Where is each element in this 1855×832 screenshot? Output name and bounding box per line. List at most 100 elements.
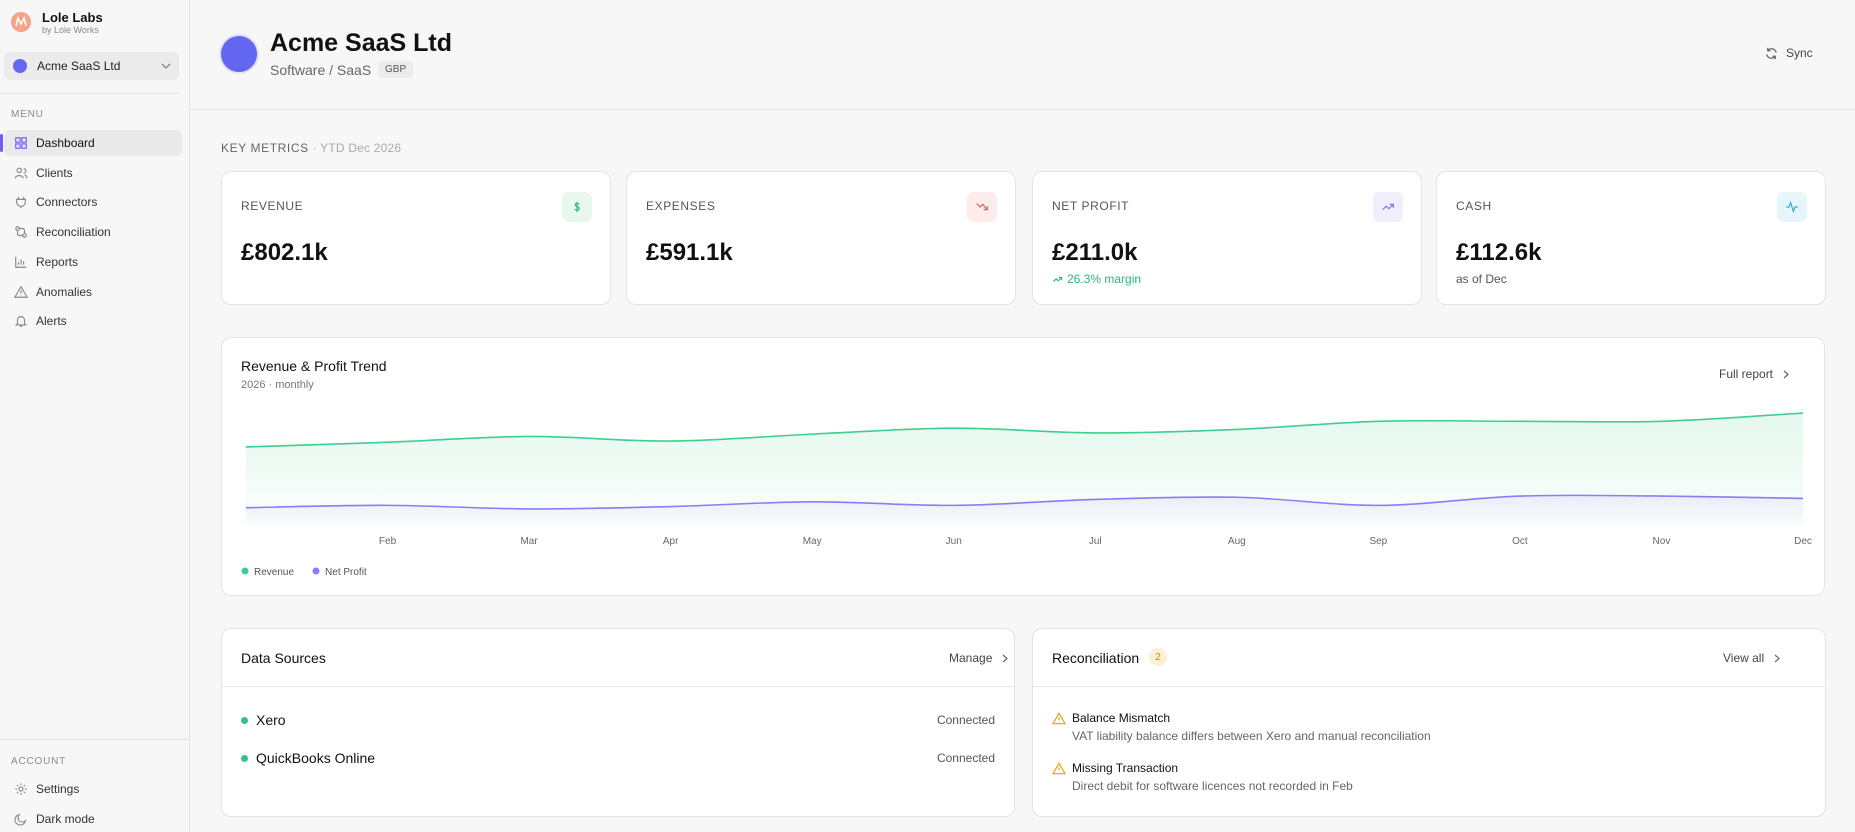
warning-icon [1051, 712, 1067, 730]
nav-item[interactable]: Alerts [4, 308, 182, 334]
legend-label: Revenue [254, 567, 294, 578]
nav-label: Dashboard [36, 136, 95, 150]
x-tick-label: May [803, 536, 822, 547]
metric-value: £112.6k [1456, 239, 1542, 266]
x-tick-label: Sep [1369, 536, 1387, 547]
sync-button[interactable]: Sync [1765, 46, 1813, 60]
metric-icon [562, 192, 592, 222]
metric-value: £211.0k [1052, 239, 1138, 266]
sync-label: Sync [1786, 46, 1813, 60]
icon [14, 813, 27, 826]
org-name: Acme SaaS Ltd [37, 59, 121, 73]
org-avatar [13, 59, 27, 73]
full-report-link[interactable]: Full report [1719, 367, 1789, 381]
icon [574, 201, 580, 213]
manage-link[interactable]: Manage [949, 651, 1009, 665]
icon [15, 137, 27, 149]
x-tick-label: Jun [946, 536, 962, 547]
nav-item[interactable]: Settings [4, 776, 182, 802]
warning-icon [1051, 762, 1067, 780]
trend-card: Revenue & Profit Trend 2026 · monthly Fu… [221, 337, 1825, 596]
legend-swatch [241, 567, 249, 575]
view-all-link[interactable]: View all [1723, 651, 1781, 665]
card-title: Reconciliation [1052, 650, 1140, 666]
nav-label: Dark mode [36, 812, 95, 826]
icon [15, 783, 27, 795]
chart-title: Revenue & Profit Trend [241, 358, 387, 374]
status-dot [241, 755, 248, 762]
area [246, 495, 1803, 525]
nav-item[interactable]: Reports [4, 249, 182, 275]
metric-card: CASH £112.6k as of Dec [1436, 171, 1826, 305]
main: Acme SaaS Ltd Software / SaaS GBP Sync K… [191, 0, 1855, 832]
x-tick-label: Oct [1512, 536, 1528, 547]
source-name: QuickBooks Online [256, 750, 376, 766]
link-label: View all [1723, 651, 1765, 665]
status-dot [241, 717, 248, 724]
icon [1786, 200, 1798, 214]
icon [1382, 203, 1394, 211]
metric-card: EXPENSES £591.1k [626, 171, 1016, 305]
sidebar: Lole Labs by Lole Works Acme SaaS Ltd ME… [0, 0, 190, 832]
chevron-right [1774, 654, 1781, 662]
brand-logo [11, 12, 31, 32]
brand-subtitle: by Lole Works [42, 25, 99, 35]
page-title: Acme SaaS Ltd [270, 29, 453, 57]
metric-note-text: as of Dec [1456, 272, 1507, 286]
account-label: ACCOUNT [11, 756, 67, 767]
issue-detail: VAT liability balance differs between Xe… [1072, 729, 1431, 743]
chevron-right [1002, 654, 1009, 662]
x-tick-label: Dec [1794, 536, 1812, 547]
key-metrics-title: KEY METRICS [221, 141, 309, 155]
metric-icon [1777, 192, 1807, 222]
org-selector[interactable]: Acme SaaS Ltd [4, 52, 179, 80]
icon [976, 203, 988, 211]
icon [15, 226, 27, 238]
nav-item[interactable]: Clients [4, 160, 182, 186]
header: Acme SaaS Ltd Software / SaaS GBP Sync [191, 0, 1855, 110]
trend-icon [1052, 276, 1063, 282]
icon [1051, 712, 1067, 725]
chart: Feb Mar Apr May Jun Jul Aug Sep Oct Nov Dec Revenue… [241, 412, 1812, 578]
metric-label: REVENUE [241, 199, 304, 213]
metric-icon [1373, 192, 1403, 222]
metric-note-text: 26.3% margin [1067, 272, 1142, 286]
metric-note: as of Dec [1456, 272, 1507, 286]
currency-badge: GBP [378, 61, 414, 78]
source-status: Connected [936, 713, 995, 727]
card-title: Data Sources [241, 650, 326, 666]
nav-item[interactable]: Connectors [4, 189, 182, 215]
divider [0, 739, 190, 740]
divider [222, 686, 1014, 687]
metric-icon [967, 192, 997, 222]
icon [14, 167, 28, 179]
metric-label: EXPENSES [646, 199, 716, 213]
nav-item[interactable]: Dark mode [4, 806, 182, 832]
metric-card: NET PROFIT £211.0k 26.3% margin [1032, 171, 1422, 305]
x-tick-label: Nov [1653, 536, 1671, 547]
nav-item[interactable]: Dashboard [0, 130, 182, 156]
nav-item[interactable]: Anomalies [4, 279, 182, 305]
x-tick-label: Mar [520, 536, 538, 547]
icon [16, 197, 26, 209]
issue-title: Balance Mismatch [1072, 711, 1171, 725]
source-status: Connected [936, 751, 995, 765]
divider [0, 93, 179, 94]
icon [14, 316, 28, 328]
icon [15, 256, 27, 268]
icon [1051, 762, 1067, 775]
section-title: KEY METRICS · YTD Dec 2026 [221, 141, 401, 155]
metric-label: CASH [1456, 199, 1492, 213]
data-sources-card: Data Sources Manage Xero Connected QuickBo… [221, 628, 1015, 817]
issue-detail: Direct debit for software licences not r… [1072, 779, 1353, 793]
nav-item[interactable]: Reconciliation [4, 219, 182, 245]
sync-icon [1766, 47, 1777, 59]
line [245, 494, 1804, 510]
nav-label: Alerts [36, 314, 67, 329]
source-name: Xero [256, 712, 286, 728]
metric-value: £591.1k [646, 239, 733, 266]
metric-value: £802.1k [241, 239, 328, 266]
chevron-right [1783, 370, 1789, 378]
nav-label: Settings [36, 782, 80, 796]
nav-label: Reconciliation [36, 225, 111, 240]
